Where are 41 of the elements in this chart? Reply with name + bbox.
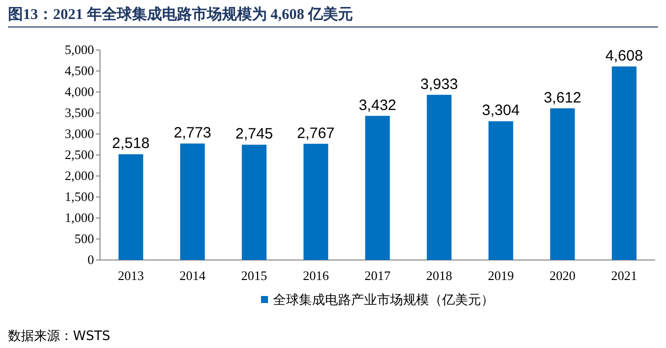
bar <box>180 144 205 260</box>
data-label: 3,933 <box>420 76 458 93</box>
data-label: 3,432 <box>358 96 396 114</box>
data-label: 2,767 <box>297 124 335 142</box>
y-tick-label: 500 <box>74 231 94 246</box>
bar <box>488 121 514 260</box>
bar <box>118 154 144 260</box>
x-tick-label: 2017 <box>364 268 391 283</box>
y-tick-label: 2,500 <box>64 147 94 162</box>
chart-title: 图13：2021 年全球集成电路市场规模为 4,608 亿美元 <box>8 5 353 23</box>
data-label: 2,518 <box>112 135 150 152</box>
bar <box>612 66 636 260</box>
y-tick-label: 2,000 <box>64 168 94 183</box>
x-tick-label: 2014 <box>180 268 206 283</box>
source-note: 数据来源：WSTS <box>8 329 110 344</box>
y-tick-label: 3,500 <box>64 105 94 120</box>
bar <box>550 108 575 260</box>
x-tick-label: 2018 <box>426 268 452 283</box>
x-tick-label: 2021 <box>611 268 638 283</box>
bar <box>365 116 390 260</box>
bar <box>304 144 328 260</box>
data-label: 2,745 <box>235 126 273 143</box>
data-label: 2,773 <box>174 124 212 142</box>
bar <box>426 94 452 260</box>
data-label: 4,608 <box>605 47 643 64</box>
x-tick-label: 2016 <box>302 268 330 283</box>
legend-label: 全球集成电路产业市场规模（亿美元） <box>273 292 494 308</box>
x-tick-label: 2013 <box>118 268 144 283</box>
x-tick-label: 2019 <box>488 268 514 283</box>
y-tick-label: 3,000 <box>64 126 94 141</box>
data-label: 3,612 <box>544 89 582 106</box>
x-tick-label: 2015 <box>241 268 268 283</box>
y-tick-label: 0 <box>88 252 94 267</box>
y-tick-label: 4,500 <box>64 63 94 78</box>
y-tick-label: 4,000 <box>64 84 94 99</box>
x-tick-label: 2020 <box>550 268 576 283</box>
y-tick-label: 1,500 <box>64 189 94 204</box>
y-tick-label: 1,000 <box>64 210 94 225</box>
bar <box>242 144 266 260</box>
data-label: 3,304 <box>482 102 520 120</box>
y-tick-label: 5,000 <box>64 42 94 57</box>
